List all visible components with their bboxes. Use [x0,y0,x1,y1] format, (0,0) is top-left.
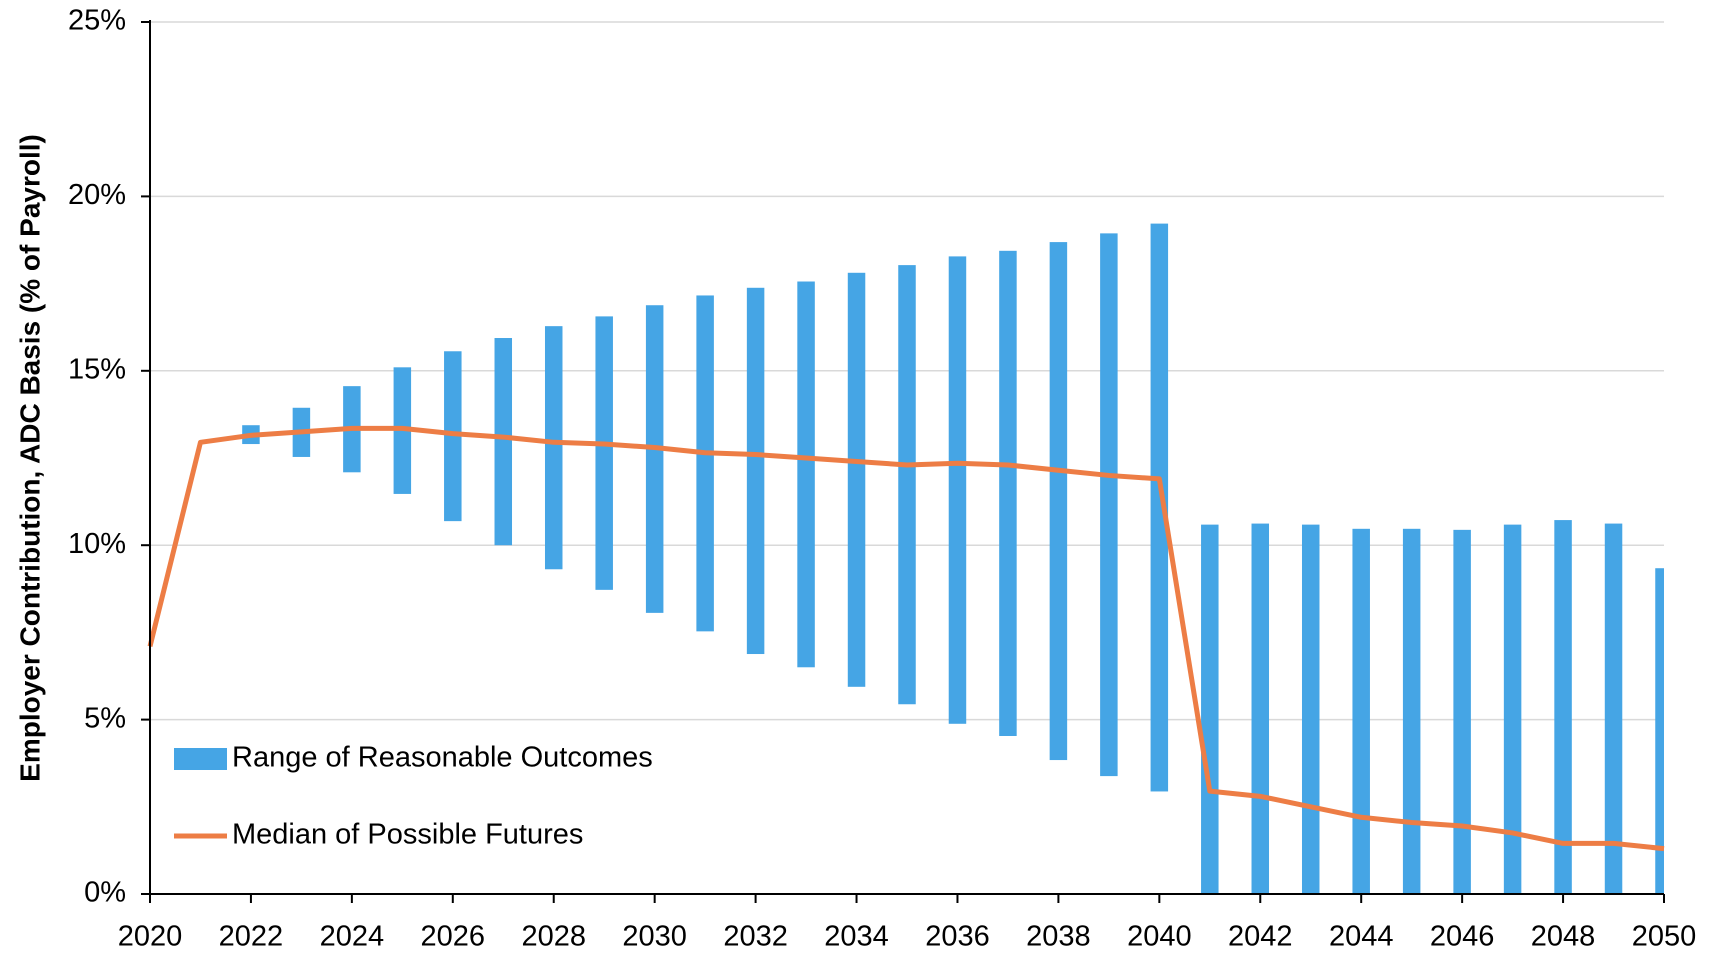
range-bar [1402,528,1421,894]
x-tick-label: 2050 [1632,921,1697,953]
range-bar [1503,524,1522,894]
range-bar [544,326,563,570]
range-bar [1604,523,1623,894]
x-tick-label: 2040 [1127,921,1192,953]
y-tick-label: 10% [68,528,126,560]
x-tick-label: 2022 [219,921,284,953]
y-tick-label: 25% [68,5,126,37]
range-bar [847,272,866,687]
range-bar [1352,528,1370,894]
x-tick-label: 2028 [521,921,586,953]
x-tick-label: 2042 [1228,921,1293,953]
x-tick-label: 2044 [1329,921,1394,953]
range-bar [595,316,613,590]
x-tick-label: 2020 [118,921,183,953]
range-bar [999,250,1017,736]
x-tick-label: 2026 [421,921,486,953]
range-bar [494,338,513,546]
range-bar [1100,233,1118,777]
range-bar [797,281,815,668]
range-bar [1453,529,1471,894]
y-tick-label: 0% [84,877,126,909]
median-line [147,425,1665,852]
legend-swatch [174,748,227,770]
y-axis-title: Employer Contribution, ADC Basis (% of P… [14,134,45,782]
x-tick-label: 2048 [1531,921,1596,953]
x-tick-label: 2046 [1430,921,1495,953]
axes: 0% 5% 10% 15% 20% 25% 2020 2022 2024 2026 2028 2030… [68,5,1696,953]
range-bar [898,265,916,705]
y-tick-label: 15% [68,353,126,385]
range-bar [1150,223,1169,792]
range-bar [948,256,967,724]
range-bar [1301,524,1320,894]
x-tick-label: 2032 [723,921,788,953]
legend-label: Range of Reasonable Outcomes [232,742,653,774]
range-bar [696,295,714,632]
range-bar [1251,523,1270,894]
range-bar [1655,568,1664,894]
x-tick-label: 2034 [824,921,889,953]
x-tick-label: 2038 [1026,921,1091,953]
range-bar [645,305,664,613]
range-bar [746,287,765,655]
legend-label: Median of Possible Futures [232,819,583,851]
x-tick-label: 2030 [622,921,687,953]
range-bar [1049,242,1068,761]
x-tick-label: 2036 [925,921,990,953]
range-bar [1201,524,1219,894]
x-tick-label: 2024 [320,921,385,953]
range-bar [444,351,462,522]
y-tick-label: 5% [84,702,126,734]
bars [242,223,1664,894]
line-layer: Range of Reasonable Outcomes Median of Po… [147,425,1665,852]
y-tick-label: 20% [68,179,126,211]
range-bar [1554,520,1572,894]
